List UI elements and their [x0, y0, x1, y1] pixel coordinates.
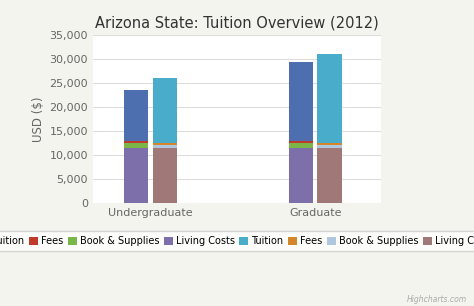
- Legend: Tuition, Fees, Book & Supplies, Living Costs, Tuition, Fees, Book & Supplies, Li: Tuition, Fees, Book & Supplies, Living C…: [0, 231, 474, 251]
- Bar: [289, 143, 313, 148]
- Bar: [153, 78, 177, 143]
- Text: Highcharts.com: Highcharts.com: [407, 296, 467, 304]
- Y-axis label: USD ($): USD ($): [32, 96, 45, 142]
- Bar: [318, 145, 342, 148]
- Title: Arizona State: Tuition Overview (2012): Arizona State: Tuition Overview (2012): [95, 15, 379, 30]
- Bar: [289, 148, 313, 203]
- Bar: [124, 90, 148, 141]
- Bar: [318, 148, 342, 203]
- Bar: [153, 148, 177, 203]
- Bar: [153, 145, 177, 148]
- Bar: [289, 62, 313, 141]
- Bar: [289, 141, 313, 143]
- Bar: [124, 148, 148, 203]
- Bar: [124, 141, 148, 143]
- Bar: [124, 143, 148, 148]
- Bar: [318, 54, 342, 143]
- Bar: [318, 143, 342, 145]
- Bar: [153, 143, 177, 145]
